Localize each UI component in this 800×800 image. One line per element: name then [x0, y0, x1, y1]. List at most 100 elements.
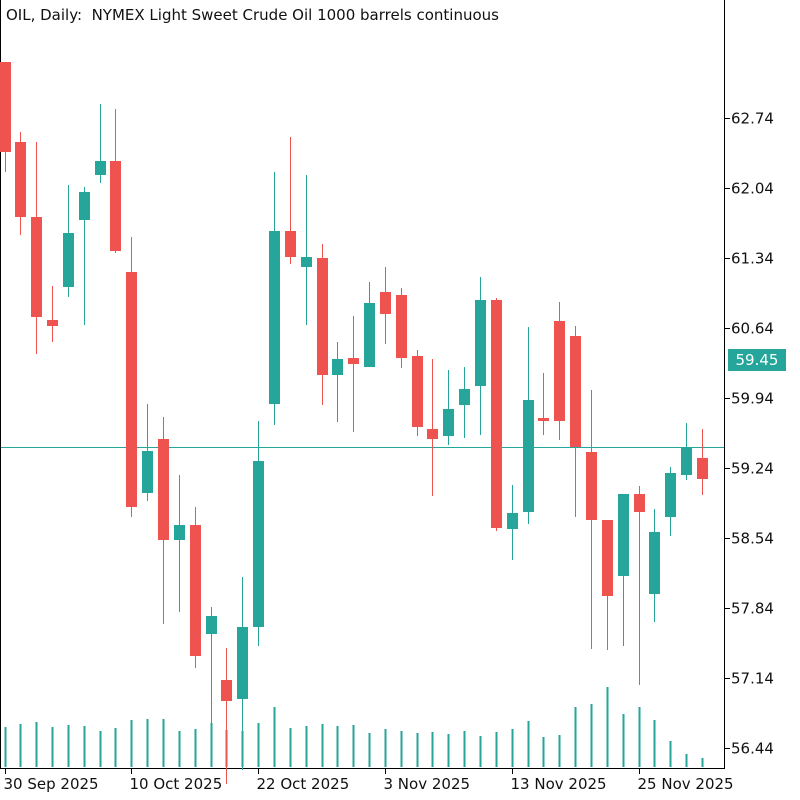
candle-body [364, 303, 375, 367]
candle-body [142, 451, 153, 493]
candle-body [507, 513, 518, 529]
candle-body [332, 359, 343, 375]
x-tick-label: 25 Nov 2025 [638, 775, 734, 793]
candle [190, 507, 201, 668]
x-tick-label: 3 Nov 2025 [384, 775, 471, 793]
candle [681, 423, 692, 480]
candle [459, 367, 470, 438]
candle [95, 104, 106, 183]
candle [665, 467, 676, 536]
candle [618, 494, 629, 646]
y-tick-label: 59.24 [731, 460, 774, 478]
candle-body [491, 300, 502, 528]
candle-body [79, 192, 90, 220]
candle [332, 342, 343, 422]
candle [475, 277, 486, 435]
candle-body [697, 458, 708, 479]
y-tick-label: 61.34 [731, 250, 774, 268]
volume-bars [4, 687, 704, 767]
candle [31, 142, 42, 354]
candle [348, 316, 359, 432]
candle-body [317, 258, 328, 375]
candle-body [63, 233, 74, 287]
current-price-label: 59.45 [728, 349, 786, 371]
y-tick-label: 57.84 [731, 600, 774, 618]
candle [79, 187, 90, 325]
candle [126, 237, 137, 517]
candle [285, 137, 296, 264]
candle [47, 286, 58, 342]
candle-body [538, 418, 549, 421]
candle-body [348, 358, 359, 364]
candle [538, 373, 549, 435]
candles [0, 62, 708, 784]
y-tick-label: 56.44 [731, 740, 774, 758]
candle-body [221, 680, 232, 701]
x-tick-label: 13 Nov 2025 [511, 775, 607, 793]
candle-body [649, 532, 660, 594]
candle-body [285, 231, 296, 257]
candle [142, 404, 153, 501]
x-tick-label: 22 Oct 2025 [257, 775, 350, 793]
candle [491, 298, 502, 531]
candle [269, 172, 280, 425]
candle-body [412, 356, 423, 427]
candle-body [618, 494, 629, 576]
y-tick-label: 62.74 [731, 110, 774, 128]
candle-body [586, 452, 597, 520]
y-tick-label: 60.64 [731, 320, 774, 338]
candle [443, 370, 454, 445]
candle-body [570, 336, 581, 447]
candle [174, 475, 185, 612]
candle-body [47, 320, 58, 326]
candle [158, 417, 169, 624]
y-tick-label: 57.14 [731, 670, 774, 688]
candle-body [380, 292, 391, 314]
candle [110, 109, 121, 253]
candle-body [301, 257, 312, 267]
candle-body [665, 473, 676, 517]
candle [634, 486, 645, 685]
candle [396, 288, 407, 368]
candle-body [459, 389, 470, 405]
candle-body [427, 429, 438, 439]
candle-body [554, 321, 565, 421]
candle [0, 62, 11, 172]
candle-body [15, 142, 26, 217]
candle [317, 244, 328, 405]
candle [554, 302, 565, 440]
candle [523, 327, 534, 524]
candle-body [475, 300, 486, 386]
candle [15, 132, 26, 235]
candle [253, 421, 264, 646]
candle [206, 607, 217, 739]
y-tick-label: 59.94 [731, 390, 774, 408]
candle [427, 359, 438, 496]
candle-body [190, 525, 201, 656]
candle [237, 577, 248, 770]
candle [697, 429, 708, 495]
candle-body [31, 217, 42, 317]
candle-body [523, 400, 534, 512]
candle [649, 509, 660, 622]
candle [586, 390, 597, 649]
x-tick-label: 30 Sep 2025 [4, 775, 99, 793]
candle-body [95, 161, 106, 175]
candle [221, 648, 232, 784]
candle-body [396, 295, 407, 358]
candle [602, 520, 613, 650]
candle-body [269, 231, 280, 404]
candle-body [602, 520, 613, 596]
candle-body [253, 461, 264, 627]
x-tick-label: 10 Oct 2025 [130, 775, 223, 793]
candle-body [174, 525, 185, 540]
candle-body [237, 627, 248, 699]
y-axis: 62.74 62.04 61.34 60.64 59.94 59.24 58.54 57.84… [724, 110, 774, 758]
candle-body [443, 409, 454, 436]
candle-body [681, 448, 692, 475]
candle-body [634, 494, 645, 512]
y-tick-label: 58.54 [731, 530, 774, 548]
candle [63, 185, 74, 297]
candle [380, 267, 391, 344]
